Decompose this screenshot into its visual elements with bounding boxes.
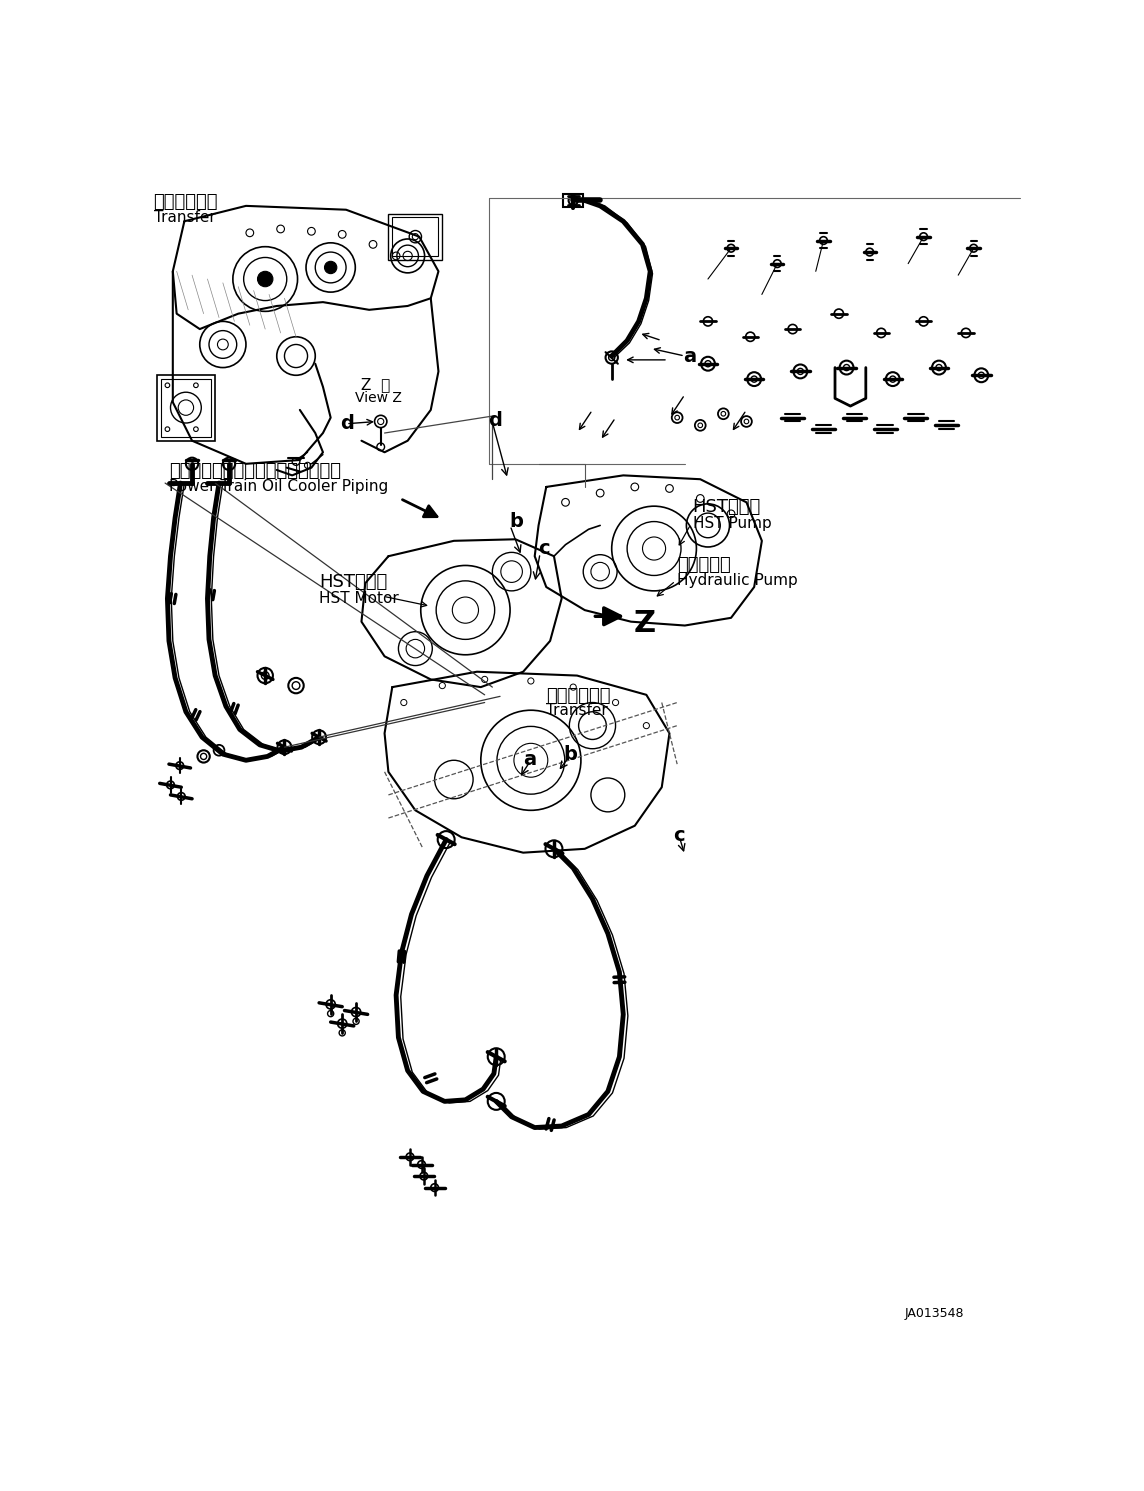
Bar bbox=[563, 194, 583, 207]
Text: Z  視: Z 視 bbox=[362, 377, 391, 392]
Text: HST Motor: HST Motor bbox=[319, 590, 399, 605]
Text: HSTモータ: HSTモータ bbox=[319, 573, 388, 590]
Text: トランスファ: トランスファ bbox=[153, 192, 219, 210]
Text: 油圧ポンプ: 油圧ポンプ bbox=[677, 556, 731, 574]
Text: パワートレインオイルクーラ配管へ: パワートレインオイルクーラ配管へ bbox=[169, 462, 341, 480]
Text: Transfer: Transfer bbox=[153, 210, 215, 225]
Text: Transfer: Transfer bbox=[547, 702, 607, 717]
Text: a: a bbox=[683, 347, 697, 365]
Text: HST Pump: HST Pump bbox=[692, 516, 771, 531]
Text: Power Train Oil Cooler Piping: Power Train Oil Cooler Piping bbox=[169, 479, 388, 494]
Bar bbox=[392, 218, 438, 256]
Text: d: d bbox=[488, 412, 502, 431]
Text: b: b bbox=[509, 511, 523, 531]
Text: a: a bbox=[523, 750, 537, 769]
Bar bbox=[161, 379, 212, 437]
Text: トランスファ: トランスファ bbox=[547, 687, 611, 705]
Text: c: c bbox=[539, 540, 550, 558]
Bar bbox=[158, 376, 215, 441]
Text: View Z: View Z bbox=[356, 392, 403, 406]
Text: Hydraulic Pump: Hydraulic Pump bbox=[677, 573, 797, 587]
Circle shape bbox=[325, 261, 336, 274]
Text: JA013548: JA013548 bbox=[904, 1308, 963, 1320]
Text: d: d bbox=[340, 414, 353, 432]
Text: HSTポンプ: HSTポンプ bbox=[692, 498, 761, 516]
Bar bbox=[389, 213, 443, 259]
Text: c: c bbox=[674, 826, 685, 845]
Circle shape bbox=[257, 271, 273, 286]
Text: b: b bbox=[563, 746, 577, 763]
Text: Z: Z bbox=[634, 608, 657, 638]
